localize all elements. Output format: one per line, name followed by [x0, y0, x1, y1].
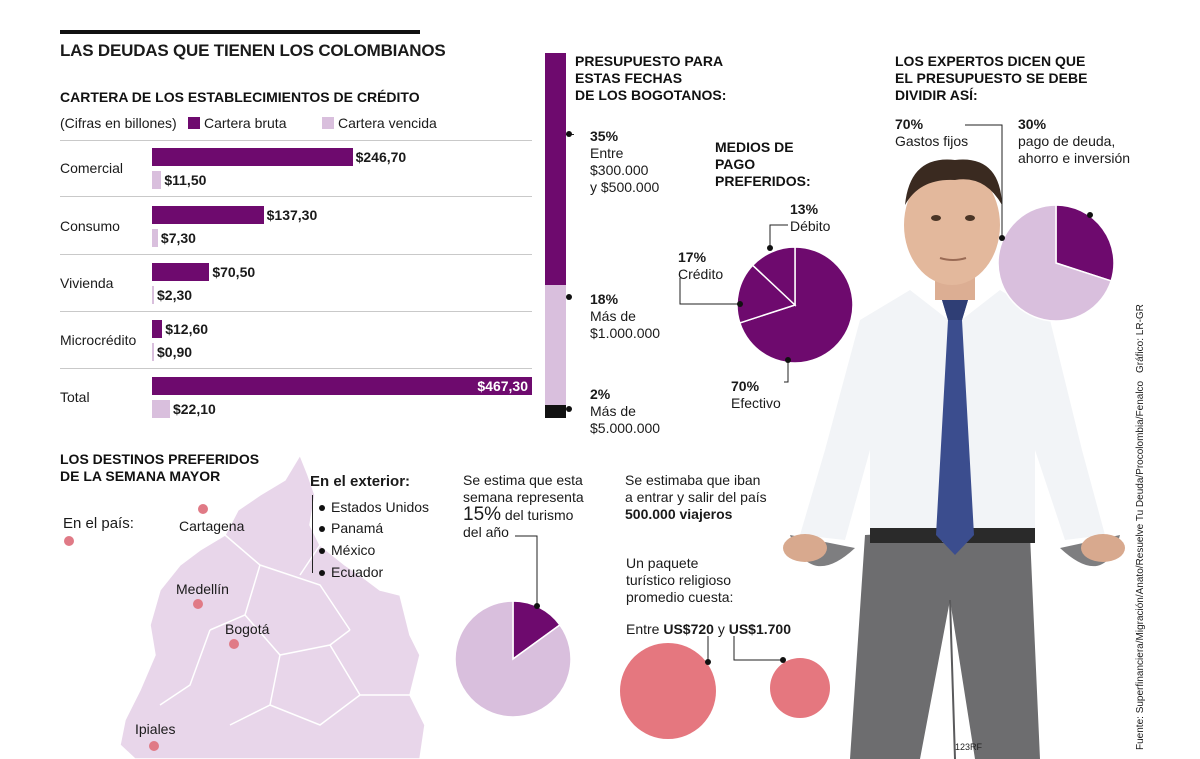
turismo-pie [454, 600, 572, 718]
bar-value-label: $7,30 [160, 230, 196, 246]
pais-label: En el país: [63, 515, 134, 532]
presupuesto-item-2: 18% Más de $1.000.000 [590, 291, 661, 341]
bar-cartera-bruta [152, 148, 353, 166]
slice-gastos-fijos [997, 204, 1113, 322]
expertos-label-b: 30% pago de deuda, ahorro e inversión [1018, 116, 1131, 166]
legend-vencida-swatch [322, 117, 334, 129]
colombia-map [120, 455, 426, 759]
city-cartagena: Cartagena [179, 518, 245, 534]
bar-cartera-vencida [152, 343, 154, 361]
presupuesto-segment [545, 285, 566, 405]
cartera-title: CARTERA DE LOS ESTABLECIMIENTOS DE CRÉDI… [60, 89, 420, 105]
expertos-label-a: 70% Gastos fijos [895, 116, 969, 149]
presupuesto-segment [545, 53, 566, 286]
exterior-2: Panamá [331, 520, 384, 536]
source-note: Fuente: Superfinanciera/Migración/Anato/… [1135, 380, 1146, 750]
title-rule [60, 30, 420, 34]
bar-value-label: $12,60 [165, 321, 209, 337]
leader-dot [566, 294, 572, 300]
medios-leaders [679, 224, 791, 383]
legend-vencida-label: Cartera vencida [338, 115, 437, 131]
bar-value-label: $467,30 [477, 378, 528, 394]
expertos-title: LOS EXPERTOS DICEN QUE EL PRESUPUESTO SE … [895, 53, 1088, 103]
bar-cartera-vencida [152, 400, 170, 418]
expertos-pie [997, 204, 1115, 322]
category-label: Vivienda [60, 275, 114, 291]
row-separator [60, 311, 532, 312]
bar-cartera-bruta [152, 320, 163, 338]
bar-value-label: $11,50 [164, 172, 207, 188]
medios-title: MEDIOS DE PAGO PREFERIDOS: [715, 139, 811, 189]
presupuesto-item-3: 2% Más de $5.000.000 [590, 386, 661, 436]
credito-label: 17% Crédito [678, 249, 724, 282]
city-medellin: Medellín [176, 581, 229, 597]
turismo-leader [515, 535, 540, 609]
bar-value-label: $246,70 [355, 149, 407, 165]
presupuesto-segment [545, 404, 566, 418]
city-ipiales: Ipiales [135, 721, 176, 737]
presupuesto-title: PRESUPUESTO PARA ESTAS FECHAS DE LOS BOGOT… [575, 53, 727, 103]
bar-value-label: $137,30 [266, 207, 318, 223]
row-separator [60, 254, 532, 255]
bar-cartera-vencida [152, 229, 158, 247]
expertos-leaders [965, 124, 1093, 241]
bar-cartera-bruta [152, 206, 264, 224]
exterior-label: En el exterior: [310, 473, 411, 490]
exterior-3: México [331, 542, 376, 558]
turismo-text: Se estima que esta semana representa 15%… [463, 472, 584, 540]
graphic-credit: Gráfico: LR-GR [1135, 304, 1146, 373]
legend-city-dot [64, 536, 74, 546]
bar-value-label: $0,90 [157, 344, 193, 360]
bar-cartera-bruta [152, 263, 210, 281]
price-circles [620, 636, 830, 739]
city-dot-bogota [229, 639, 239, 649]
bar-value-label: $2,30 [157, 287, 193, 303]
category-label: Microcrédito [60, 332, 137, 348]
category-label: Total [60, 389, 90, 405]
row-separator [60, 140, 532, 141]
viajeros-text: Se estimaba que iban a entrar y salir del… [625, 472, 767, 522]
bar-cartera-vencida [152, 286, 154, 304]
slice-efectivo [738, 246, 854, 364]
bar-value-label: $22,10 [172, 401, 216, 417]
presupuesto-item-1: 35% Entre $300.000 y $500.000 [590, 128, 660, 195]
medios-pie [736, 246, 854, 364]
city-dot-medellin [193, 599, 203, 609]
bar-value-label: $70,50 [212, 264, 256, 280]
city-dot-cartagena [198, 504, 208, 514]
category-label: Comercial [60, 160, 124, 176]
price-circle-max [770, 658, 830, 718]
price-circle-min [620, 643, 716, 739]
row-separator [60, 368, 532, 369]
slice-resto [454, 600, 572, 718]
slice-deuda-ahorro [1055, 204, 1115, 282]
slice-credito [736, 264, 797, 324]
man-empty-pockets-photo [783, 159, 1125, 759]
bar-cartera-vencida [152, 171, 162, 189]
photo-credit: 123RF [955, 742, 983, 752]
debito-label: 13% Débito [790, 201, 831, 234]
bar-cartera-bruta [152, 377, 532, 395]
cartera-unit: (Cifras en billones) [60, 115, 177, 131]
leader-dot [566, 131, 572, 137]
destinos-title: LOS DESTINOS PREFERIDOS DE LA SEMANA MAYO… [60, 451, 260, 484]
exterior-1: Estados Unidos [331, 499, 430, 515]
legend-bruta-label: Cartera bruta [204, 115, 287, 131]
slice-debito [751, 246, 796, 307]
legend-bruta-swatch [188, 117, 200, 129]
paquete-range: Entre US$720 y US$1.700 [626, 621, 792, 637]
city-bogota: Bogotá [225, 621, 270, 637]
paquete-text: Un paquete turístico religioso promedio cu… [626, 555, 734, 605]
exterior-4: Ecuador [331, 564, 384, 580]
page-title: LAS DEUDAS QUE TIENEN LOS COLOMBIANOS [60, 41, 446, 60]
category-label: Consumo [60, 218, 120, 234]
row-separator [60, 196, 532, 197]
city-dot-ipiales [149, 741, 159, 751]
efectivo-label: 70% Efectivo [731, 378, 781, 411]
leader-dot [566, 406, 572, 412]
